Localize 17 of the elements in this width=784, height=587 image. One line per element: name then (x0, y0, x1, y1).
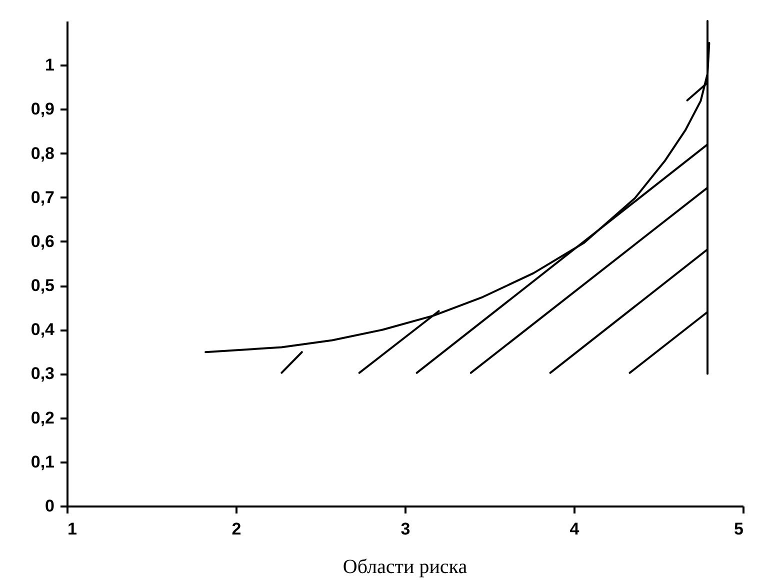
x-tick-label: 4 (570, 520, 580, 538)
text: Области риска (342, 556, 468, 578)
y-tick-label: 1 (45, 56, 54, 75)
x-tick-label: 1 (68, 520, 77, 538)
y-tick-label: 0,7 (30, 188, 54, 207)
y-tick-label: 0,1 (30, 452, 54, 472)
y-tick-label: 0,9 (30, 100, 54, 119)
y-tick-label: 0,3 (30, 364, 54, 384)
x-tick-label: 2 (232, 520, 242, 538)
y-tick-label: 0 (45, 496, 54, 516)
y-tick-label: 0,2 (30, 408, 54, 428)
y-tick-label: 0,8 (30, 144, 54, 163)
y-tick-label: 0,5 (30, 276, 54, 296)
y-tick-label: 0,6 (30, 232, 54, 251)
x-tick-label: 5 (734, 520, 744, 538)
y-tick-label: 0,4 (30, 320, 56, 340)
x-tick-label: 3 (400, 520, 410, 538)
